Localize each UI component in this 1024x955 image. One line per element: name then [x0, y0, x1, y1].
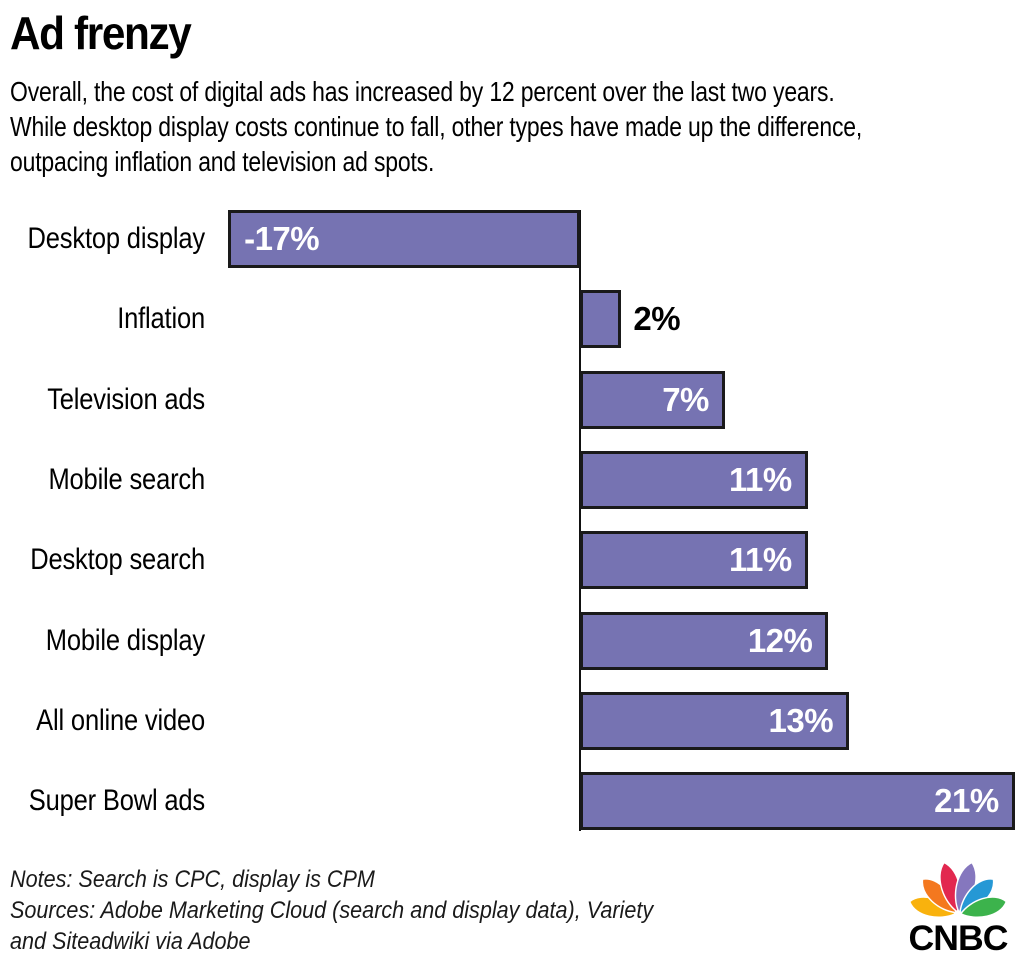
value-label: 11% — [728, 460, 792, 498]
category-label: Desktop display — [27, 222, 206, 255]
bar: 7% — [580, 370, 725, 429]
chart-row: Mobile search 11% — [0, 450, 1024, 509]
category-label: Television ads — [47, 382, 205, 416]
sources-line-1: Sources: Adobe Marketing Cloud (search a… — [10, 897, 654, 924]
chart-subtitle: Overall, the cost of digital ads has inc… — [10, 74, 862, 179]
bar: 11% — [580, 450, 808, 509]
value-label: 12% — [747, 621, 813, 659]
cnbc-logo: CNBC — [908, 861, 1009, 955]
chart-row: Television ads 7% — [0, 370, 1024, 429]
bar: 12% — [580, 611, 829, 670]
chart-title: Ad frenzy — [10, 7, 192, 59]
cnbc-wordmark: CNBC — [909, 918, 1008, 955]
value-label: 2% — [633, 300, 681, 338]
value-label: -17% — [244, 220, 320, 257]
value-label: 21% — [934, 782, 999, 820]
chart-row: Mobile display 12% — [0, 611, 1024, 670]
bar: -17% — [228, 210, 580, 268]
bar: 13% — [580, 691, 850, 750]
category-label: Mobile search — [48, 462, 205, 496]
chart-row: Desktop display -17% — [0, 210, 1024, 268]
category-label: Inflation — [117, 302, 205, 336]
chart-row: Inflation 2% — [0, 290, 1024, 349]
chart-row: All online video 13% — [0, 691, 1024, 750]
value-label: 11% — [728, 541, 792, 579]
bar: 11% — [580, 531, 808, 590]
subtitle-line-3: outpacing inflation and television ad sp… — [10, 146, 435, 177]
chart-row: Desktop search 11% — [0, 531, 1024, 590]
category-label: All online video — [36, 703, 205, 737]
bar — [580, 290, 622, 349]
peacock-icon — [908, 861, 1008, 918]
notes-line: Notes: Search is CPC, display is CPM — [10, 866, 375, 893]
category-label: Desktop search — [30, 543, 205, 577]
peacock-feather-green — [959, 896, 1008, 918]
category-label: Super Bowl ads — [28, 784, 206, 818]
sources-line-2: and Siteadwiki via Adobe — [10, 928, 251, 955]
chart-row: Super Bowl ads 21% — [0, 772, 1024, 831]
subtitle-line-2: While desktop display costs continue to … — [10, 111, 863, 142]
subtitle-line-1: Overall, the cost of digital ads has inc… — [10, 76, 835, 107]
bar: 21% — [580, 772, 1015, 831]
zero-axis-line — [579, 210, 581, 831]
value-label: 13% — [768, 701, 834, 739]
chart-notes: Notes: Search is CPC, display is CPM Sou… — [10, 864, 653, 955]
category-label: Mobile display — [45, 623, 206, 657]
value-label: 7% — [662, 380, 709, 418]
